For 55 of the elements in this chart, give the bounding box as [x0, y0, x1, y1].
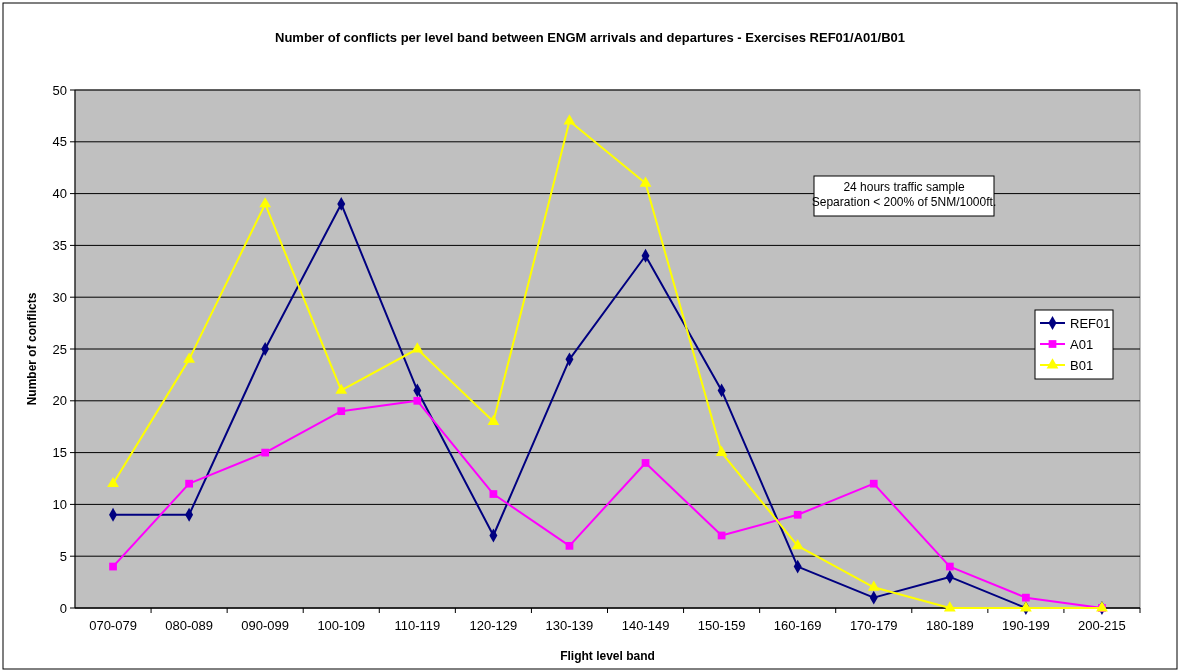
point: [791, 539, 804, 550]
y-tick-label: 45: [52, 134, 67, 150]
point: [335, 383, 348, 394]
point: [185, 479, 193, 488]
point: [183, 352, 195, 363]
y-tick-label: 50: [52, 82, 67, 98]
point: [565, 541, 574, 550]
y-tick-label: 5: [59, 548, 67, 564]
point: [487, 414, 500, 425]
y-tick-label: 10: [52, 496, 67, 512]
chart-title: Number of conflicts per level band between ENGM arrivals and departures - Exercises REF01/A01/B01: [275, 30, 905, 45]
x-tick-label: 080-089: [165, 618, 213, 633]
point: [943, 601, 956, 612]
legend-label: REF01: [1070, 315, 1111, 331]
point: [563, 114, 576, 125]
x-tick-label: 110-119: [394, 618, 441, 633]
point: [107, 476, 119, 488]
y-tick-label: 0: [59, 600, 67, 616]
x-tick-label: 140-149: [621, 618, 670, 633]
y-tick-label: 40: [52, 186, 67, 202]
point: [109, 562, 117, 571]
y-axis-title: Number of conflicts: [25, 292, 39, 406]
y-tick-label: 30: [52, 289, 67, 305]
x-tick-label: 070-079: [89, 618, 137, 633]
y-tick-label: 15: [52, 445, 67, 461]
point: [641, 459, 650, 467]
legend-label: B01: [1070, 357, 1094, 373]
x-tick-label: 130-139: [545, 618, 594, 633]
x-tick-label: 160-169: [773, 618, 822, 633]
point: [869, 479, 878, 488]
point: [337, 407, 346, 416]
x-tick-label: 190-199: [1002, 618, 1050, 633]
x-tick-label: 120-129: [469, 618, 518, 633]
point: [1022, 593, 1030, 602]
x-tick-label: 100-109: [317, 618, 366, 633]
y-tick-label: 20: [52, 393, 67, 409]
x-tick-label: 170-179: [849, 618, 898, 633]
point: [259, 197, 272, 208]
y-tick-label: 25: [52, 341, 67, 357]
point: [867, 580, 880, 591]
point: [715, 445, 728, 456]
point: [639, 176, 652, 187]
point: [945, 562, 954, 571]
point: [411, 342, 424, 353]
point: [261, 448, 270, 457]
x-tick-label: 200-215: [1078, 618, 1126, 633]
point: [413, 396, 422, 405]
y-tick-label: 35: [52, 237, 67, 253]
point: [489, 490, 498, 498]
x-axis-title: Flight level band: [560, 649, 655, 663]
legend-label: A01: [1070, 336, 1094, 352]
x-tick-label: 150-159: [697, 618, 746, 633]
x-tick-label: 090-099: [241, 618, 290, 633]
x-tick-label: 180-189: [925, 618, 974, 633]
point: [793, 510, 802, 519]
